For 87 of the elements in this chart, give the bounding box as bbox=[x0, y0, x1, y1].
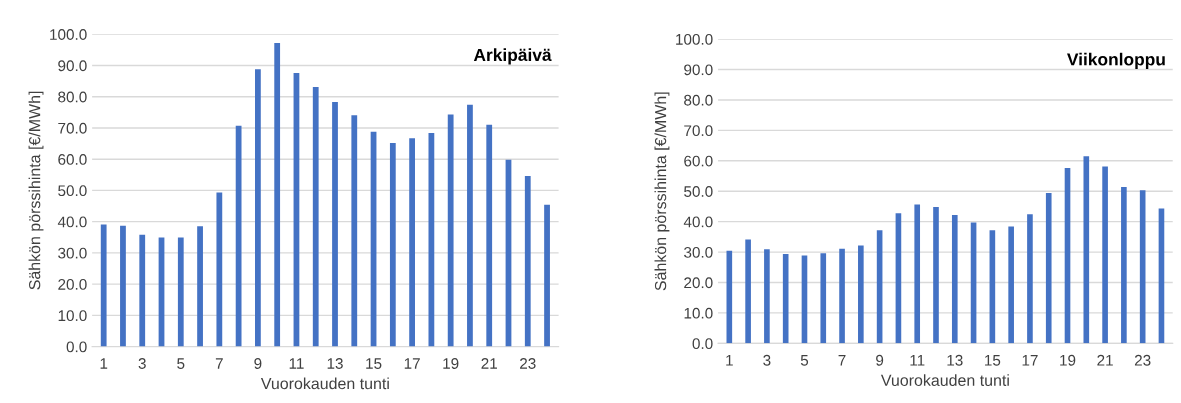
x-tick-label: 15 bbox=[366, 358, 382, 369]
y-tick-label: 100.0 bbox=[50, 29, 87, 40]
x-tick-label: 21 bbox=[481, 358, 497, 369]
bar bbox=[1102, 166, 1108, 344]
bar bbox=[428, 132, 435, 347]
bar bbox=[177, 237, 184, 347]
bar bbox=[544, 204, 550, 347]
x-tick-label: 1 bbox=[726, 355, 733, 366]
y-tick-label: 10.0 bbox=[58, 310, 87, 322]
x-tick-label: 15 bbox=[985, 355, 1001, 366]
bar bbox=[745, 239, 751, 344]
y-tick-label: 20.0 bbox=[684, 277, 713, 289]
bar bbox=[839, 248, 845, 344]
y-tick-label: 100.0 bbox=[676, 33, 713, 45]
bar bbox=[1027, 214, 1033, 344]
bar bbox=[139, 234, 146, 347]
x-tick-label: 11 bbox=[910, 355, 925, 366]
bar bbox=[389, 142, 396, 347]
x-tick-label: 23 bbox=[520, 358, 536, 369]
bar bbox=[409, 138, 415, 347]
x-tick-label: 9 bbox=[876, 354, 884, 366]
x-tick-label: 21 bbox=[1097, 354, 1113, 366]
bar bbox=[235, 125, 242, 347]
y-tick-label: 40.0 bbox=[57, 216, 87, 228]
bar bbox=[524, 176, 531, 347]
x-tick-label: 11 bbox=[289, 358, 304, 369]
y-tick-label: 0.0 bbox=[692, 338, 713, 350]
x-tick-label: 7 bbox=[838, 355, 846, 366]
bar bbox=[486, 124, 493, 347]
y-tick-label: 50.0 bbox=[684, 186, 713, 197]
bar bbox=[100, 224, 107, 347]
x-tick-label: 5 bbox=[800, 355, 809, 366]
x-tick-label: 13 bbox=[327, 358, 343, 369]
x-tick-label: 17 bbox=[1022, 355, 1038, 366]
annotation: Viikonloppu bbox=[1067, 52, 1165, 69]
x-tick-label: 3 bbox=[763, 354, 771, 366]
x-tick-label: 3 bbox=[138, 358, 146, 369]
bar bbox=[782, 253, 789, 344]
bar bbox=[312, 87, 319, 347]
y-tick-label: 70.0 bbox=[684, 125, 713, 137]
bar bbox=[332, 102, 338, 347]
y-tick-label: 90.0 bbox=[684, 64, 713, 76]
y-tick-label: 80.0 bbox=[684, 94, 713, 106]
y-tick-label: 30.0 bbox=[684, 246, 713, 258]
y-tick-label: 80.0 bbox=[58, 91, 87, 103]
bar bbox=[467, 104, 473, 347]
x-tick-label: 19 bbox=[443, 358, 459, 369]
bar bbox=[1083, 156, 1090, 344]
bar bbox=[858, 245, 864, 344]
bar bbox=[820, 253, 827, 344]
x-tick-label: 19 bbox=[1060, 354, 1076, 366]
x-tick-label: 9 bbox=[254, 358, 262, 369]
x-axis-title: Vuorokauden tunti bbox=[880, 374, 1009, 386]
y-tick-label: 50.0 bbox=[58, 185, 87, 197]
bar bbox=[274, 43, 281, 347]
y-tick-label: 70.0 bbox=[58, 122, 87, 134]
x-tick-label: 5 bbox=[177, 358, 185, 369]
y-tick-label: 60.0 bbox=[684, 155, 713, 167]
y-axis-title: Sähkön pörssihinta [€/MWh] bbox=[28, 91, 44, 290]
bar bbox=[1045, 193, 1052, 344]
bar bbox=[120, 225, 126, 347]
x-tick-label: 7 bbox=[215, 358, 223, 369]
bar bbox=[914, 204, 921, 344]
x-tick-label: 13 bbox=[947, 354, 963, 366]
bar bbox=[1008, 226, 1014, 344]
x-axis-title: Vuorokauden tunti bbox=[260, 377, 389, 390]
x-tick-label: 17 bbox=[404, 358, 420, 369]
bar bbox=[447, 114, 454, 347]
bar bbox=[197, 226, 203, 347]
y-tick-label: 30.0 bbox=[58, 247, 87, 259]
bar bbox=[933, 207, 939, 344]
y-axis-title: Sähkön pörssihinta [€/MWh] bbox=[654, 92, 670, 291]
x-tick-label: 1 bbox=[100, 358, 108, 369]
y-tick-label: 40.0 bbox=[683, 216, 713, 228]
bar bbox=[1121, 186, 1127, 344]
bar bbox=[351, 115, 358, 347]
y-tick-label: 10.0 bbox=[684, 307, 713, 319]
y-tick-label: 20.0 bbox=[58, 278, 87, 290]
bar bbox=[951, 214, 958, 344]
bar bbox=[255, 69, 261, 347]
y-tick-label: 0.0 bbox=[66, 341, 87, 353]
x-tick-label: 23 bbox=[1134, 354, 1151, 366]
annotation: Arkipäivä bbox=[473, 48, 552, 65]
bar bbox=[764, 249, 770, 344]
y-tick-label: 90.0 bbox=[58, 60, 87, 72]
y-tick-label: 60.0 bbox=[58, 154, 87, 165]
bar bbox=[216, 192, 223, 347]
